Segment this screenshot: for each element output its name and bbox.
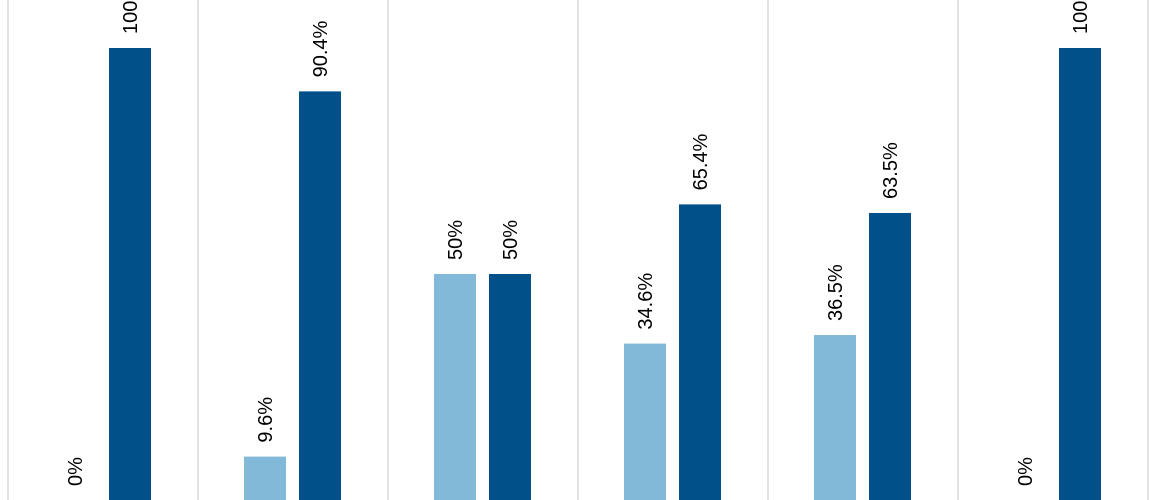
bar-series-2-group-1 (109, 48, 151, 500)
bar-series-2-group-4 (679, 204, 721, 500)
data-label-series-1-group-6: 0% (1015, 457, 1037, 486)
data-labels: 0% 9.6% 50% 34.6% 36.5% 0% 100% 90.4% 50% 65.4% 63… (65, 0, 1092, 486)
bars (109, 48, 1101, 500)
data-label-series-2-group-1: 100% (120, 0, 142, 34)
data-label-series-2-group-3: 50% (500, 220, 522, 260)
bar-series-1-group-5 (814, 335, 856, 500)
gridlines (7, 0, 1149, 500)
bar-series-1-group-4 (624, 343, 666, 500)
bar-series-2-group-3 (489, 274, 531, 500)
data-label-series-2-group-6: 100% (1070, 0, 1092, 34)
data-label-series-1-group-1: 0% (65, 457, 87, 486)
bar-series-2-group-2 (299, 91, 341, 500)
data-label-series-2-group-5: 63.5% (880, 142, 902, 199)
bar-series-2-group-5 (869, 212, 911, 500)
bar-series-2-group-6 (1059, 48, 1101, 500)
data-label-series-2-group-4: 65.4% (690, 133, 712, 190)
data-label-series-2-group-2: 90.4% (310, 20, 332, 77)
data-label-series-1-group-3: 50% (445, 220, 467, 260)
data-label-series-1-group-5: 36.5% (825, 264, 847, 321)
data-label-series-1-group-4: 34.6% (635, 273, 657, 330)
bar-series-1-group-2 (244, 456, 286, 500)
bar-series-1-group-3 (434, 274, 476, 500)
data-label-series-1-group-2: 9.6% (255, 397, 277, 443)
